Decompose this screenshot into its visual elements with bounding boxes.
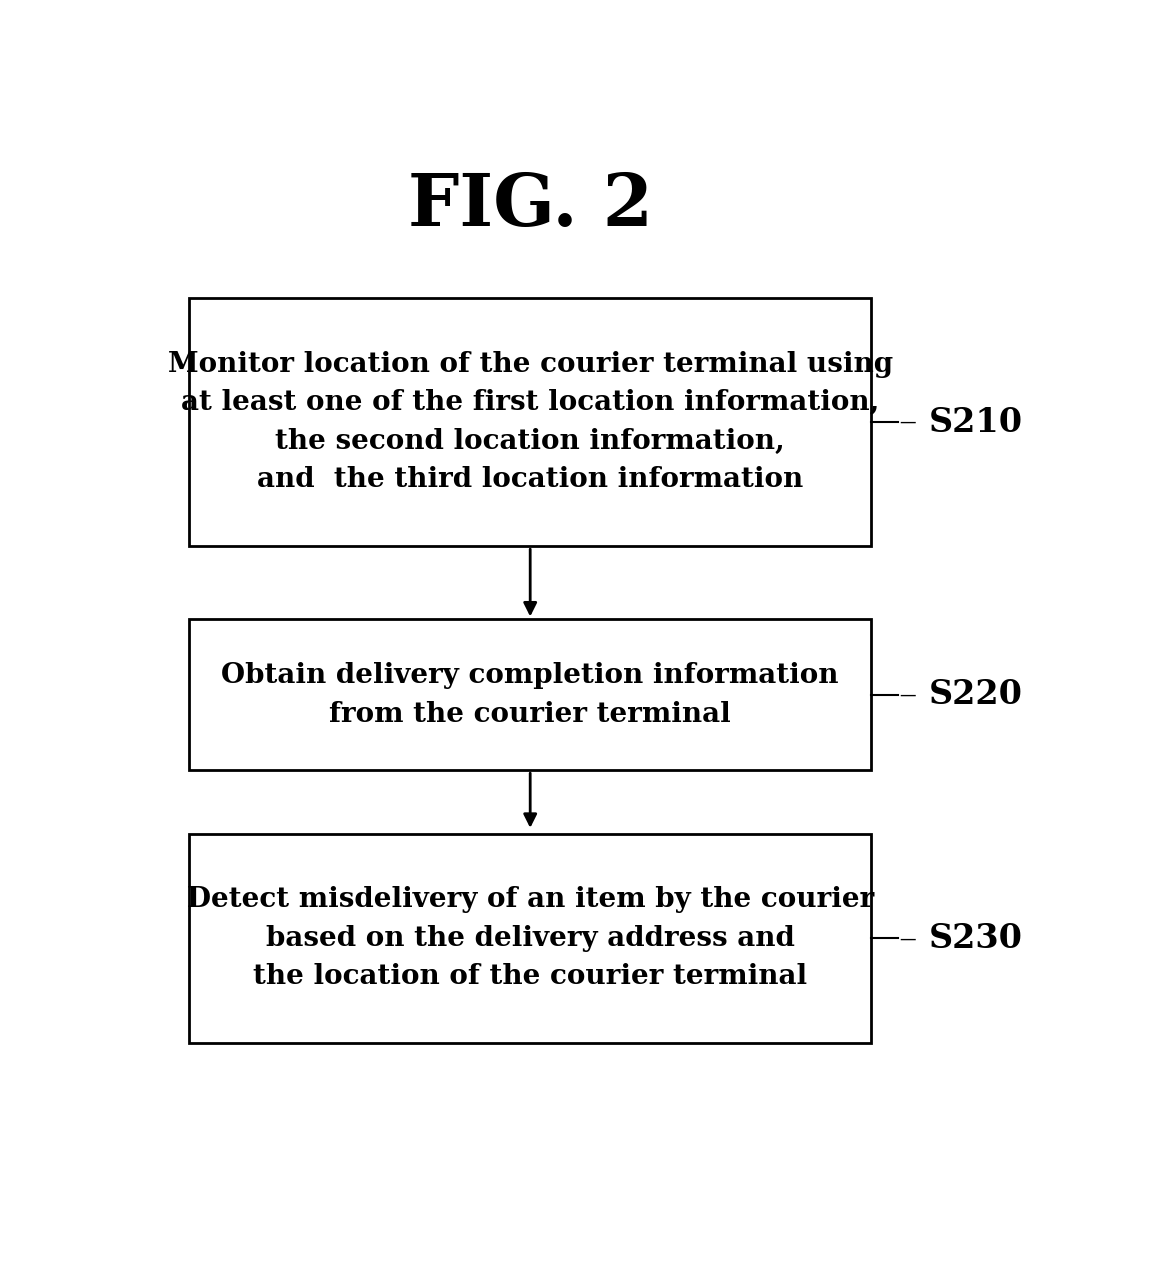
- Text: S210: S210: [929, 406, 1023, 439]
- Text: —: —: [900, 930, 916, 947]
- Text: Monitor location of the courier terminal using
at least one of the first locatio: Monitor location of the courier terminal…: [168, 350, 893, 493]
- Text: S220: S220: [929, 678, 1023, 711]
- FancyBboxPatch shape: [190, 620, 871, 770]
- Text: Detect misdelivery of an item by the courier
based on the delivery address and
t: Detect misdelivery of an item by the cou…: [186, 887, 874, 990]
- Text: Obtain delivery completion information
from the courier terminal: Obtain delivery completion information f…: [221, 662, 839, 727]
- FancyBboxPatch shape: [190, 834, 871, 1044]
- FancyBboxPatch shape: [190, 299, 871, 546]
- Text: S230: S230: [929, 922, 1023, 955]
- Text: —: —: [900, 686, 916, 703]
- Text: —: —: [900, 414, 916, 431]
- Text: FIG. 2: FIG. 2: [407, 170, 653, 240]
